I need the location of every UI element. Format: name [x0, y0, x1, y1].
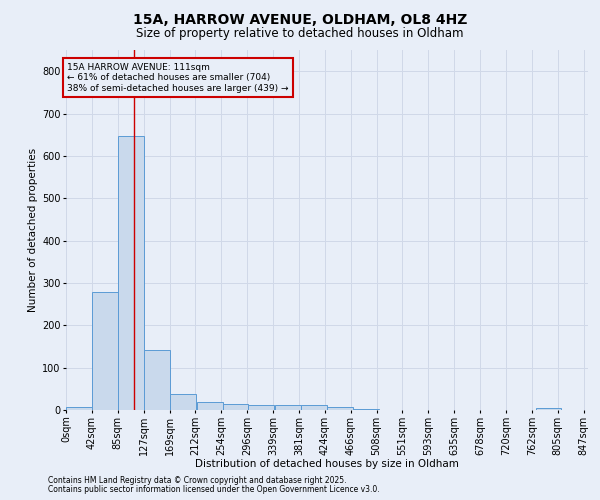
- Bar: [92, 292, 118, 410]
- Bar: [144, 350, 170, 410]
- Bar: [275, 405, 301, 410]
- X-axis label: Distribution of detached houses by size in Oldham: Distribution of detached houses by size …: [195, 459, 459, 469]
- Text: Contains public sector information licensed under the Open Government Licence v3: Contains public sector information licen…: [48, 485, 380, 494]
- Bar: [197, 402, 223, 410]
- Text: 15A HARROW AVENUE: 111sqm
← 61% of detached houses are smaller (704)
38% of semi: 15A HARROW AVENUE: 111sqm ← 61% of detac…: [67, 62, 289, 92]
- Bar: [536, 408, 562, 410]
- Text: 15A, HARROW AVENUE, OLDHAM, OL8 4HZ: 15A, HARROW AVENUE, OLDHAM, OL8 4HZ: [133, 12, 467, 26]
- Bar: [353, 408, 379, 410]
- Bar: [328, 407, 353, 410]
- Bar: [66, 407, 92, 410]
- Bar: [170, 394, 196, 410]
- Text: Contains HM Land Registry data © Crown copyright and database right 2025.: Contains HM Land Registry data © Crown c…: [48, 476, 347, 485]
- Bar: [223, 404, 248, 410]
- Bar: [301, 406, 326, 410]
- Y-axis label: Number of detached properties: Number of detached properties: [28, 148, 38, 312]
- Bar: [118, 136, 144, 410]
- Bar: [248, 406, 274, 410]
- Text: Size of property relative to detached houses in Oldham: Size of property relative to detached ho…: [136, 28, 464, 40]
